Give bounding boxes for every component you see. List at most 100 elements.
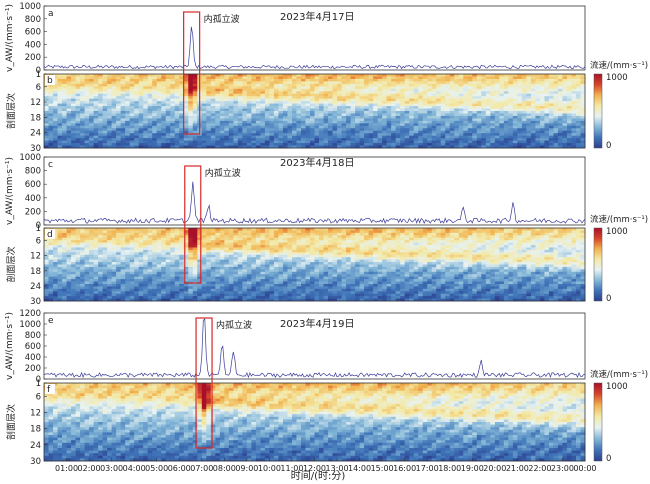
heatmap-cell — [346, 76, 351, 80]
heatmap-cell — [233, 88, 239, 92]
heatmap-cell — [494, 103, 500, 107]
heatmap-cell — [44, 252, 49, 256]
heatmap-cell — [278, 140, 284, 144]
heatmap-cell — [192, 123, 198, 127]
heatmap-cell — [269, 91, 275, 95]
colorbar — [593, 73, 603, 149]
heatmap-cell — [300, 103, 306, 107]
heatmap-cell — [458, 130, 464, 134]
heatmap-cell — [206, 108, 212, 112]
heatmap-cell — [44, 93, 49, 97]
heatmap-cell — [368, 86, 374, 90]
heatmap-cell — [156, 252, 162, 256]
heatmap-cell — [147, 128, 153, 132]
heatmap-cell — [116, 96, 122, 100]
heatmap-cell — [332, 103, 338, 107]
heatmap-cell — [80, 135, 85, 139]
heatmap-cell — [111, 232, 117, 236]
heatmap-cell — [476, 103, 482, 107]
heatmap-cell — [107, 247, 113, 251]
heatmap-cell — [228, 228, 234, 231]
heatmap-cell — [201, 103, 207, 107]
heatmap-cell — [156, 249, 162, 253]
y-tick-label: 800 — [25, 167, 41, 177]
heatmap-cell — [508, 111, 514, 114]
heatmap-cell — [440, 249, 446, 253]
heatmap-cell — [539, 103, 545, 107]
heatmap-cell — [449, 237, 455, 241]
heatmap-cell — [296, 81, 302, 85]
heatmap-cell — [575, 118, 581, 122]
heatmap-cell — [476, 96, 482, 100]
heatmap-cell — [562, 140, 568, 144]
heatmap-cell — [287, 111, 293, 114]
heatmap-cell — [512, 125, 518, 129]
heatmap-cell — [377, 83, 383, 87]
heatmap-cell — [152, 249, 158, 253]
heatmap-cell — [332, 249, 338, 253]
heatmap-cell — [359, 88, 365, 92]
heatmap-cell — [161, 88, 167, 92]
heatmap-cell — [368, 145, 374, 149]
heatmap-cell — [174, 118, 180, 122]
heatmap-cell — [517, 140, 523, 144]
heatmap-cell — [341, 88, 347, 92]
heatmap-cell — [499, 88, 505, 92]
heatmap-cell — [530, 74, 536, 77]
heatmap-cell — [404, 125, 410, 129]
heatmap-cell — [246, 103, 252, 107]
heatmap-cell — [391, 96, 397, 100]
heatmap-cell — [373, 113, 379, 117]
heatmap-cell — [75, 103, 81, 107]
heatmap-cell — [382, 143, 388, 146]
heatmap-cell — [201, 245, 207, 248]
heatmap-cell — [580, 232, 586, 236]
heatmap-cell — [165, 88, 171, 92]
heatmap-cell — [458, 133, 464, 137]
heatmap-cell — [116, 101, 122, 104]
heatmap-cell — [382, 91, 388, 95]
heatmap-cell — [458, 249, 464, 253]
heatmap-cell — [485, 125, 491, 129]
heatmap-cell — [409, 113, 415, 117]
heatmap-cell — [449, 230, 455, 234]
heatmap-cell — [539, 135, 545, 139]
heatmap-cell — [62, 86, 67, 90]
heatmap-cell — [364, 245, 369, 248]
heatmap-cell — [341, 143, 347, 146]
heatmap-cell — [314, 235, 320, 239]
heatmap-cell — [350, 115, 356, 119]
heatmap-cell — [102, 96, 108, 100]
y-tick-label: 200 — [25, 207, 41, 217]
heatmap-cell — [264, 98, 270, 102]
heatmap-cell — [463, 118, 469, 122]
heatmap-cell — [278, 106, 284, 109]
heatmap-cell — [201, 74, 207, 77]
heatmap-cell — [233, 145, 239, 149]
heatmap-cell — [233, 133, 239, 137]
heatmap-cell — [62, 135, 67, 139]
heatmap-cell — [174, 245, 180, 248]
heatmap-cell — [282, 123, 288, 127]
heatmap-cell — [323, 125, 329, 129]
heatmap-cell — [170, 88, 176, 92]
heatmap-cell — [386, 91, 392, 95]
heatmap-cell — [512, 113, 518, 117]
heatmap-cell — [116, 78, 122, 82]
heatmap-cell — [201, 125, 207, 129]
heatmap-cell — [548, 249, 554, 253]
heatmap-cell — [337, 83, 342, 87]
heatmap-cell — [215, 101, 221, 104]
heatmap-cell — [206, 247, 212, 251]
heatmap-cell — [255, 138, 261, 141]
heatmap-cell — [445, 115, 451, 119]
heatmap-cell — [499, 128, 505, 132]
heatmap-cell — [485, 76, 491, 80]
heatmap-cell — [337, 128, 342, 132]
heatmap-cell — [440, 135, 446, 139]
heatmap-cell — [206, 240, 212, 243]
heatmap-cell — [328, 249, 333, 253]
heatmap-cell — [179, 108, 185, 112]
heatmap-cell — [201, 140, 207, 144]
heatmap-cell — [341, 118, 347, 122]
